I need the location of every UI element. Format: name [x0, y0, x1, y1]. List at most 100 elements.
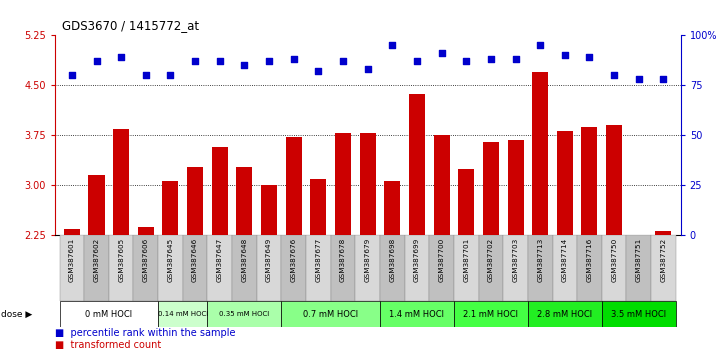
Text: GSM387649: GSM387649	[266, 238, 272, 282]
Bar	[380, 301, 454, 327]
Bar	[478, 235, 503, 301]
Bar	[89, 176, 105, 354]
Bar	[582, 127, 598, 354]
Bar	[627, 235, 651, 301]
Bar	[285, 137, 301, 354]
Bar	[232, 235, 257, 301]
Text: GSM387601: GSM387601	[69, 238, 75, 282]
Point	[189, 58, 201, 64]
Text: 0 mM HOCl: 0 mM HOCl	[85, 310, 132, 319]
Point	[214, 58, 226, 64]
Bar	[553, 235, 577, 301]
Bar	[557, 131, 573, 354]
Bar	[158, 301, 207, 327]
Bar	[651, 235, 676, 301]
Point	[66, 73, 78, 78]
Text: GSM387699: GSM387699	[414, 238, 420, 282]
Bar	[335, 133, 351, 354]
Bar	[158, 235, 183, 301]
Text: 3.5 mM HOCl: 3.5 mM HOCl	[612, 310, 666, 319]
Bar	[384, 181, 400, 354]
Bar	[133, 235, 158, 301]
Text: 1.4 mM HOCl: 1.4 mM HOCl	[389, 310, 444, 319]
Bar	[60, 235, 84, 301]
Bar	[606, 125, 622, 354]
Bar	[108, 235, 133, 301]
Point	[510, 57, 521, 62]
Bar	[306, 235, 331, 301]
Bar	[331, 235, 355, 301]
Bar	[507, 140, 523, 354]
Point	[411, 58, 423, 64]
Bar	[183, 235, 207, 301]
Point	[460, 58, 472, 64]
Point	[165, 73, 176, 78]
Point	[140, 73, 151, 78]
Point	[485, 57, 496, 62]
Text: 2.1 mM HOCl: 2.1 mM HOCl	[464, 310, 518, 319]
Bar	[60, 301, 158, 327]
Bar	[64, 229, 80, 354]
Text: GSM387703: GSM387703	[513, 238, 518, 282]
Bar	[630, 235, 646, 354]
Bar	[187, 167, 203, 354]
Text: 0.14 mM HOCl: 0.14 mM HOCl	[158, 311, 208, 317]
Bar	[528, 301, 602, 327]
Text: GSM387698: GSM387698	[389, 238, 395, 282]
Bar	[409, 94, 425, 354]
Bar	[503, 235, 528, 301]
Text: ■  transformed count: ■ transformed count	[55, 341, 161, 350]
Bar	[405, 235, 430, 301]
Bar	[380, 235, 405, 301]
Point	[115, 55, 127, 60]
Text: 0.35 mM HOCl: 0.35 mM HOCl	[219, 311, 269, 317]
Text: GSM387750: GSM387750	[611, 238, 617, 282]
Text: GSM387648: GSM387648	[242, 238, 248, 282]
Bar	[162, 181, 178, 354]
Text: GSM387716: GSM387716	[587, 238, 593, 282]
Point	[312, 69, 324, 74]
Text: GSM387700: GSM387700	[438, 238, 445, 282]
Text: GSM387676: GSM387676	[290, 238, 297, 282]
Point	[559, 53, 571, 58]
Bar	[532, 72, 548, 354]
Text: GSM387702: GSM387702	[488, 238, 494, 282]
Bar	[281, 301, 380, 327]
Text: GSM387713: GSM387713	[537, 238, 543, 282]
Text: ■  percentile rank within the sample: ■ percentile rank within the sample	[55, 328, 235, 338]
Bar	[207, 301, 281, 327]
Bar	[602, 301, 676, 327]
Text: GSM387751: GSM387751	[636, 238, 642, 282]
Point	[436, 51, 448, 56]
Bar	[310, 179, 326, 354]
Bar	[212, 147, 228, 354]
Point	[609, 73, 620, 78]
Text: GSM387646: GSM387646	[192, 238, 198, 282]
Bar	[655, 231, 671, 354]
Bar	[84, 235, 108, 301]
Point	[91, 58, 103, 64]
Point	[584, 55, 596, 60]
Text: dose ▶: dose ▶	[1, 310, 32, 319]
Bar	[138, 227, 154, 354]
Text: GSM387605: GSM387605	[118, 238, 124, 282]
Bar	[483, 142, 499, 354]
Bar	[454, 235, 478, 301]
Bar	[434, 136, 450, 354]
Text: 2.8 mM HOCl: 2.8 mM HOCl	[537, 310, 593, 319]
Bar	[360, 133, 376, 354]
Point	[288, 57, 299, 62]
Point	[337, 58, 349, 64]
Text: GSM387678: GSM387678	[340, 238, 346, 282]
Bar	[458, 169, 474, 354]
Bar	[454, 301, 528, 327]
Bar	[602, 235, 627, 301]
Point	[239, 63, 250, 68]
Point	[534, 42, 546, 48]
Bar	[281, 235, 306, 301]
Bar	[430, 235, 454, 301]
Bar	[261, 185, 277, 354]
Text: 0.7 mM HOCl: 0.7 mM HOCl	[303, 310, 358, 319]
Bar	[355, 235, 380, 301]
Text: GSM387701: GSM387701	[463, 238, 470, 282]
